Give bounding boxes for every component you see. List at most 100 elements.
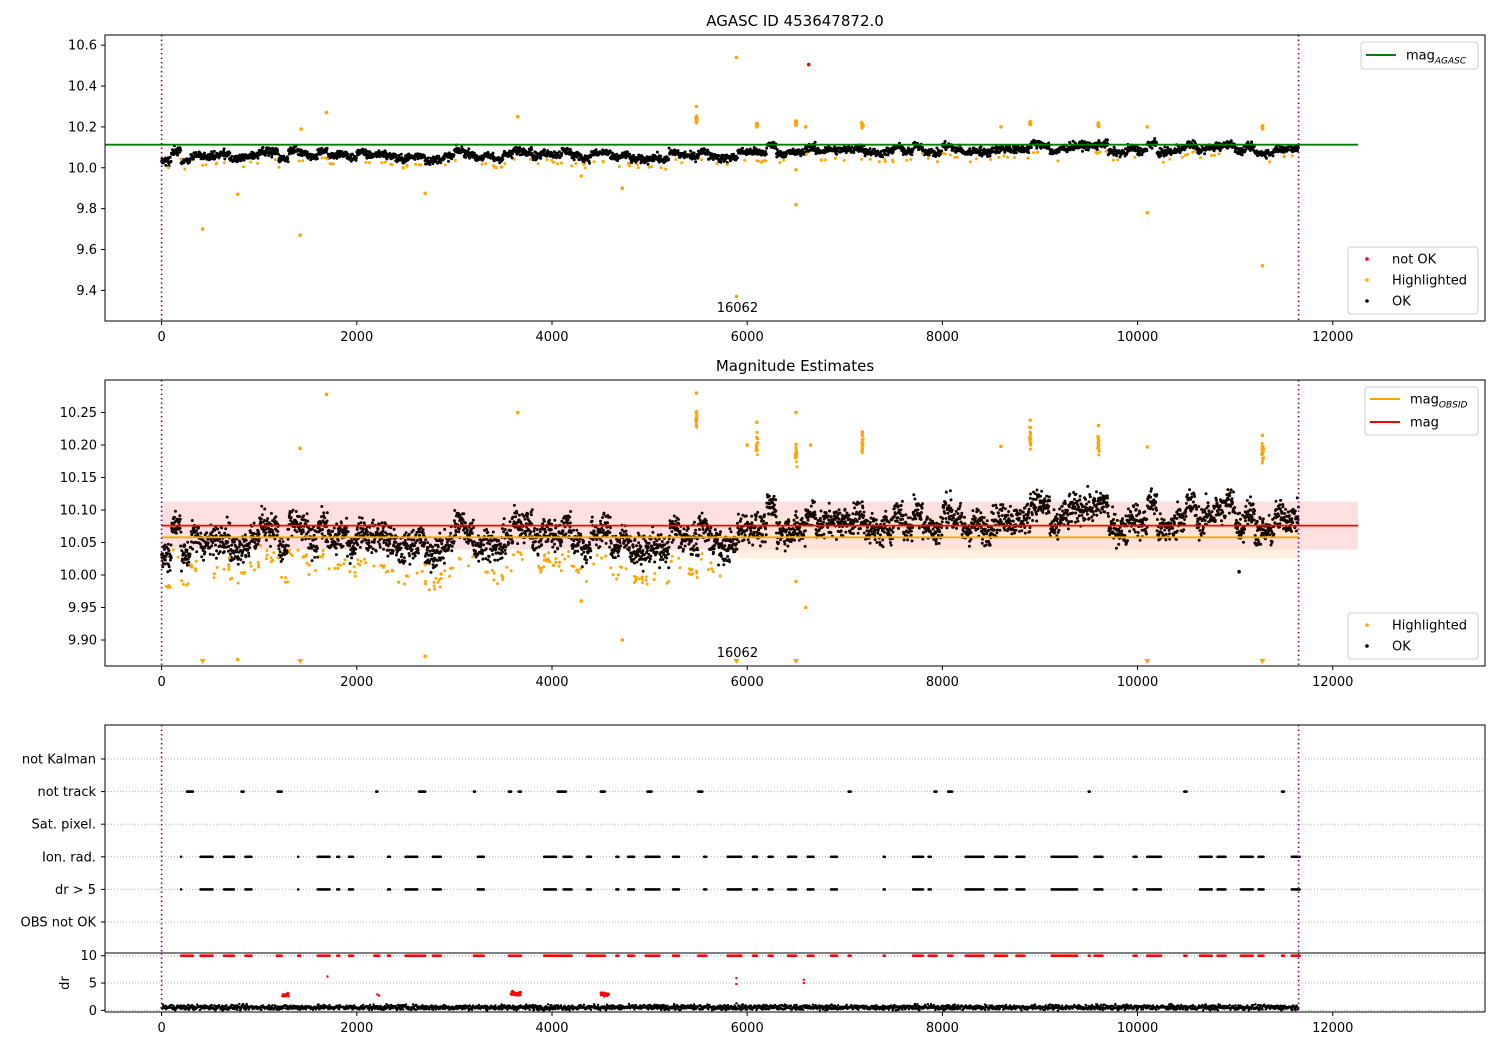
ok-point: [569, 150, 573, 154]
ok-point: [361, 147, 365, 151]
highlighted-point: [200, 163, 204, 167]
ok-point: [666, 540, 670, 544]
panel1-title: AGASC ID 453647872.0: [706, 12, 884, 30]
ok-point: [399, 152, 403, 156]
ok-point: [467, 147, 471, 151]
highlighted-point: [1145, 125, 1150, 129]
ok-point: [913, 140, 917, 144]
ok-point: [217, 156, 221, 160]
ok-point: [717, 154, 721, 158]
ok-point: [399, 546, 403, 550]
ok-point: [572, 528, 576, 532]
ok-point: [884, 153, 888, 157]
ok-point: [624, 529, 628, 533]
ok-point: [228, 552, 232, 556]
ok-point: [655, 550, 659, 554]
ok-point: [186, 540, 190, 544]
highlighted-point: [823, 158, 827, 162]
ok-point: [295, 530, 299, 534]
panel1-xtick-label: 0: [157, 330, 165, 345]
highlighted-point: [1097, 123, 1101, 127]
ok-point: [185, 563, 189, 567]
ok-point: [194, 529, 198, 533]
ok-point: [376, 527, 380, 531]
ok-point: [173, 509, 177, 513]
ok-point: [799, 154, 803, 158]
ok-point: [921, 146, 924, 149]
ok-point: [276, 149, 279, 153]
ok-point: [512, 503, 516, 507]
highlighted-point: [552, 160, 556, 164]
ok-point: [286, 160, 290, 164]
highlighted-point: [453, 158, 457, 162]
highlighted-point: [905, 158, 909, 162]
ok-point: [639, 562, 643, 566]
highlighted-point: [1210, 154, 1213, 157]
ok-point: [602, 511, 606, 515]
ok-point: [520, 532, 524, 536]
ok-point: [200, 555, 204, 559]
ok-point: [798, 149, 802, 153]
ok-point: [613, 556, 617, 560]
ok-point: [277, 547, 281, 551]
ok-point: [659, 533, 663, 537]
ok-point: [917, 148, 921, 151]
ok-point: [579, 154, 583, 158]
highlighted-point: [725, 163, 729, 167]
ok-point: [416, 538, 419, 542]
ok-point: [491, 553, 495, 556]
ok-point: [649, 554, 653, 558]
ok-point: [499, 542, 503, 546]
ok-point: [380, 521, 384, 525]
legend-marker: [1365, 299, 1369, 303]
ok-point: [319, 521, 323, 525]
highlighted-point: [215, 161, 219, 165]
ok-point: [203, 550, 207, 554]
ok-point: [520, 528, 524, 532]
highlighted-point: [402, 166, 405, 170]
panel1-plot-area: [105, 35, 1359, 321]
ok-point: [423, 155, 427, 159]
ok-point: [608, 526, 612, 530]
highlighted-point: [620, 186, 625, 190]
ok-point: [325, 146, 329, 150]
ok-point: [363, 148, 367, 152]
ok-point: [534, 546, 538, 550]
ok-point: [464, 521, 467, 525]
ok-point: [368, 150, 372, 154]
ok-point: [568, 521, 572, 525]
ok-point: [203, 151, 206, 155]
panel2-plot-area: [160, 380, 1359, 666]
ok-point: [485, 528, 489, 531]
highlighted-point: [804, 152, 808, 156]
ok-point: [476, 541, 480, 545]
ok-point: [1240, 153, 1244, 157]
ok-point: [210, 150, 214, 154]
highlighted-point: [222, 161, 226, 165]
ok-point: [627, 548, 631, 552]
panel1-xtick-label: 2000: [340, 330, 373, 345]
ok-point: [166, 542, 170, 546]
ok-point: [168, 155, 172, 159]
ok-point: [264, 531, 268, 535]
highlighted-point: [1006, 155, 1010, 159]
ok-point: [450, 549, 454, 553]
ok-point: [543, 148, 547, 152]
ok-point: [386, 532, 390, 536]
ok-point: [351, 152, 354, 156]
ok-point: [631, 545, 635, 549]
ok-point: [569, 510, 573, 513]
ok-point: [416, 551, 420, 555]
highlighted-point: [235, 192, 240, 197]
highlighted-point: [757, 159, 760, 163]
highlighted-point: [579, 174, 584, 178]
highlighted-point: [926, 157, 930, 160]
ok-point: [529, 530, 533, 534]
highlighted-point: [1168, 157, 1172, 161]
ok-point: [1244, 148, 1248, 152]
ok-point: [276, 530, 280, 533]
highlighted-point: [583, 166, 587, 170]
ok-point: [184, 554, 188, 558]
ok-point: [237, 545, 241, 549]
